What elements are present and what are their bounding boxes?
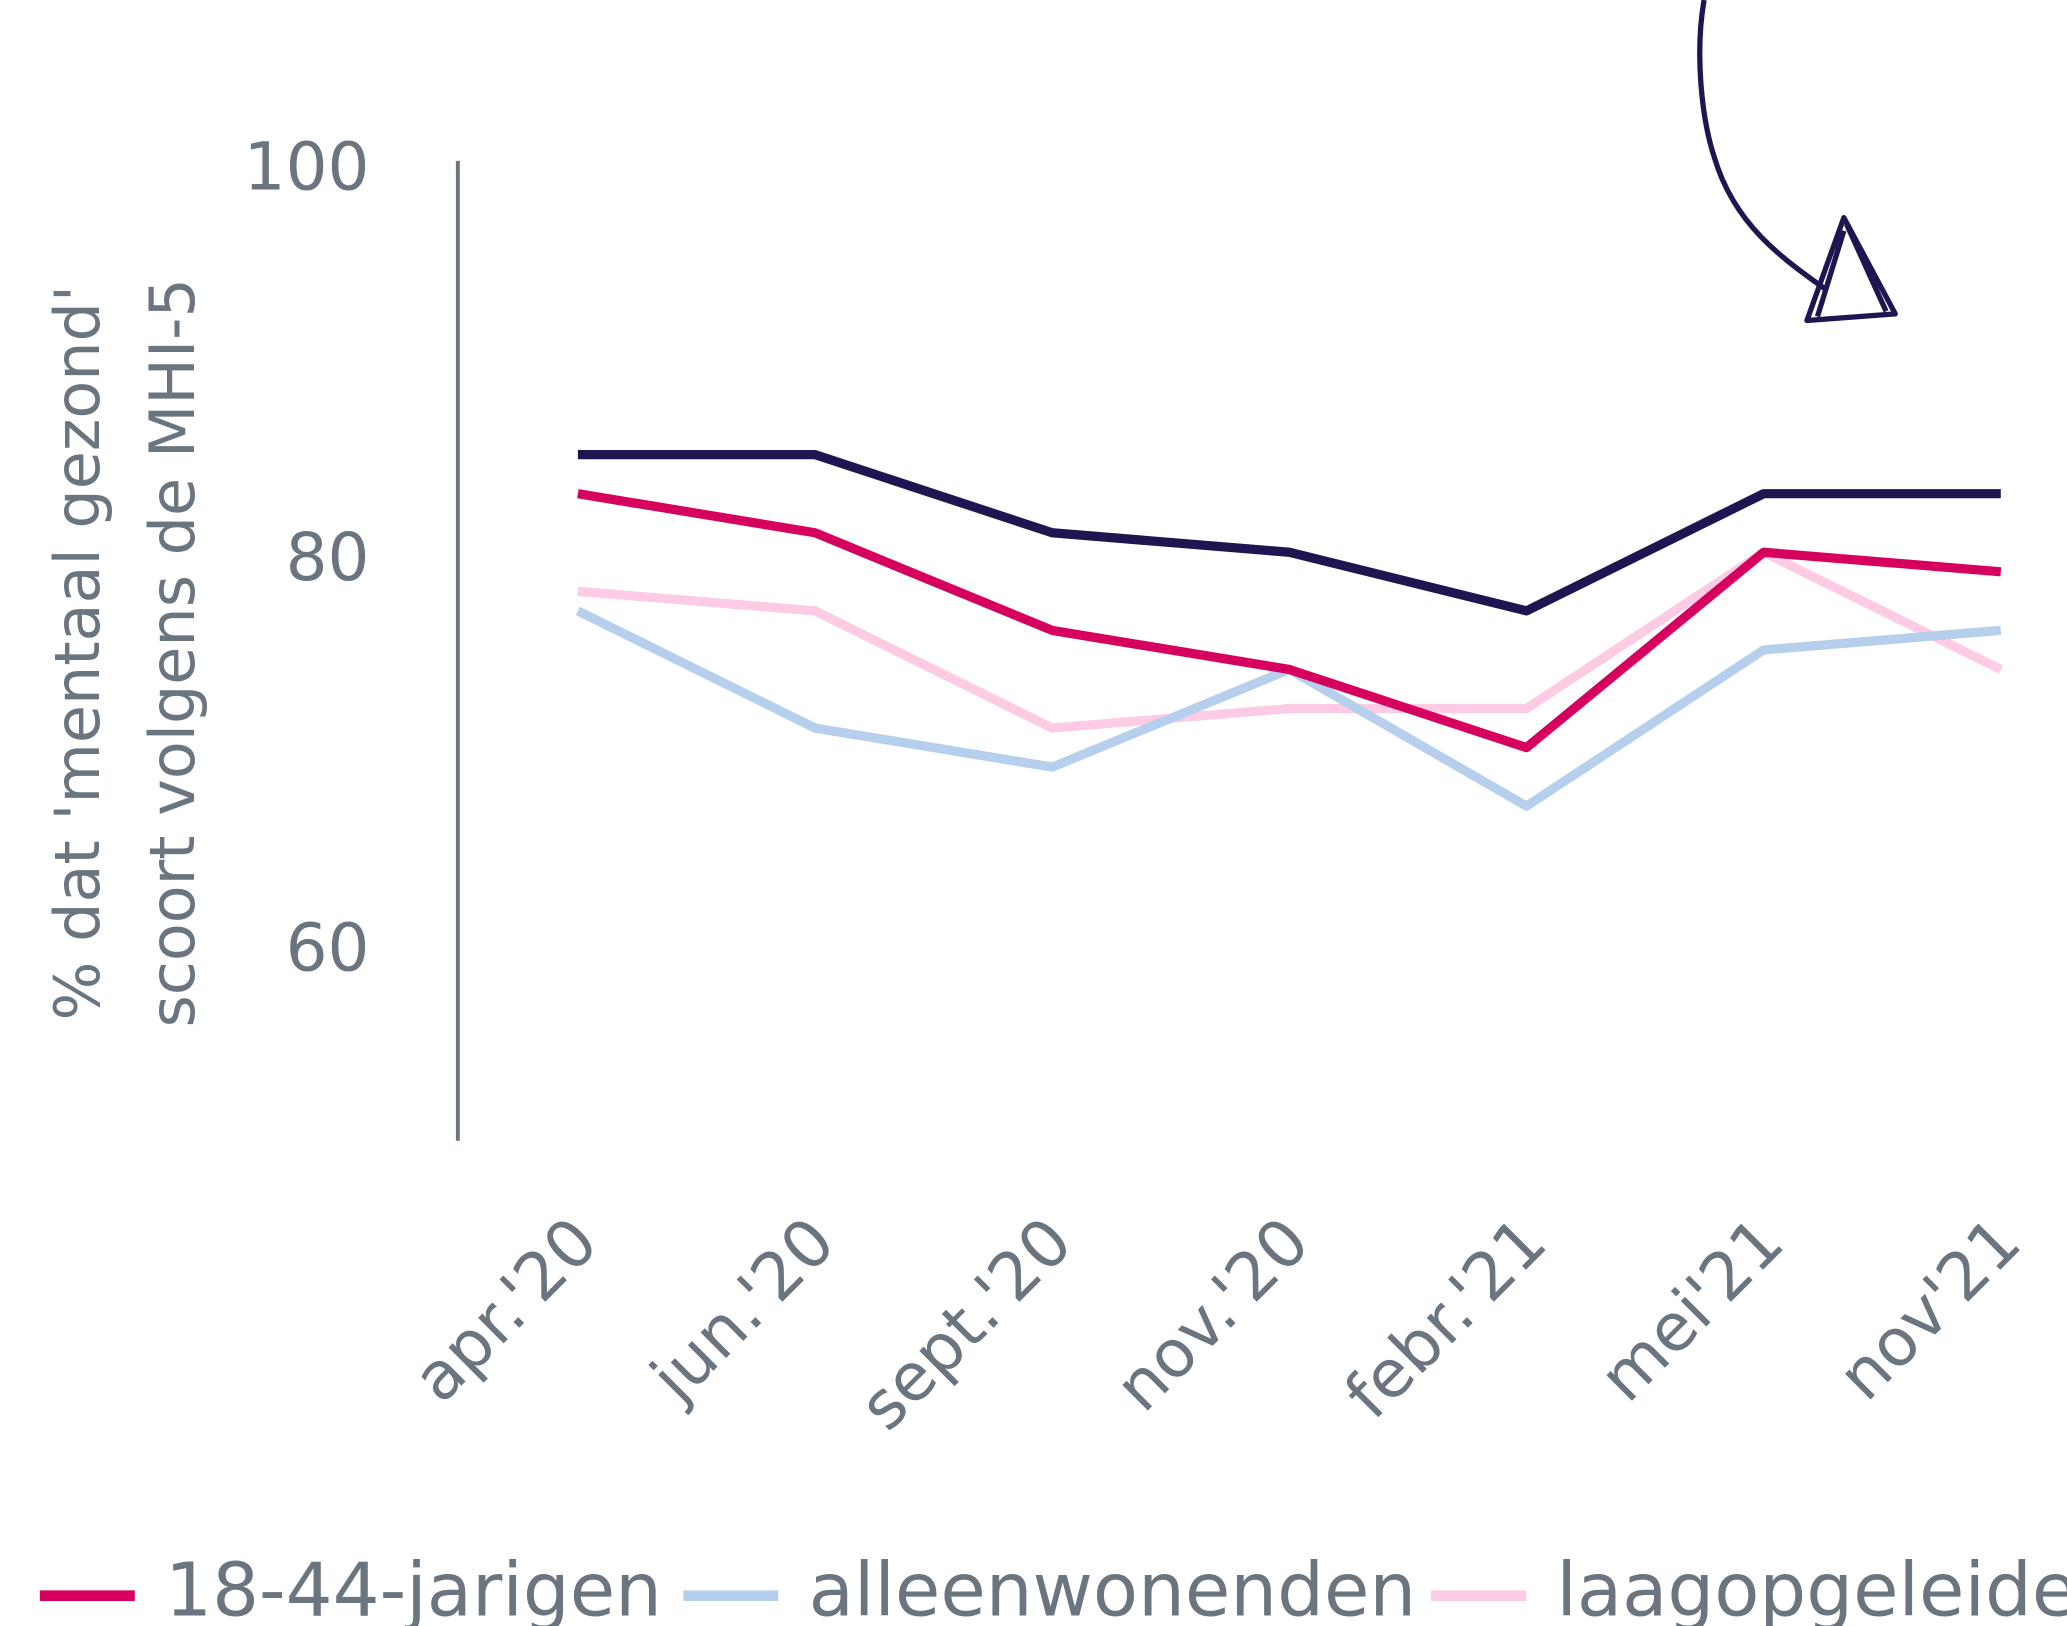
x-tick-label: nov.'20	[1101, 1203, 1324, 1426]
legend-label: laagopgeleiden	[1556, 1548, 2067, 1626]
arrow-decoration	[1700, 0, 1896, 320]
page: {"chart_data": { "type": "line", "ylabel…	[0, 0, 2067, 1626]
y-axis-title: % dat 'mentaal gezond' scoort volgens de …	[41, 278, 209, 1027]
y-axis-title-line: % dat 'mentaal gezond'	[41, 285, 114, 1020]
y-tick-label: 80	[286, 519, 370, 596]
y-axis-title-line: scoort volgens de MHI-5	[136, 278, 209, 1027]
x-tick-label: jun.'20	[635, 1203, 850, 1418]
x-tick-label: apr.'20	[398, 1203, 612, 1417]
x-tick-label: sept.'20	[845, 1203, 1087, 1445]
y-tick-label: 100	[244, 128, 370, 205]
x-tick-label: mei'21	[1585, 1203, 1799, 1417]
legend-label: 18-44-jarigen	[165, 1548, 662, 1626]
chart: % dat 'mentaal gezond' scoort volgens de …	[0, 0, 2067, 1626]
legend-label: alleenwonenden	[809, 1548, 1417, 1626]
x-tick-label: febr.'21	[1330, 1203, 1561, 1434]
y-tick-label: 60	[286, 910, 370, 987]
series-line	[578, 552, 2001, 728]
x-tick-label: nov'21	[1823, 1203, 2035, 1415]
